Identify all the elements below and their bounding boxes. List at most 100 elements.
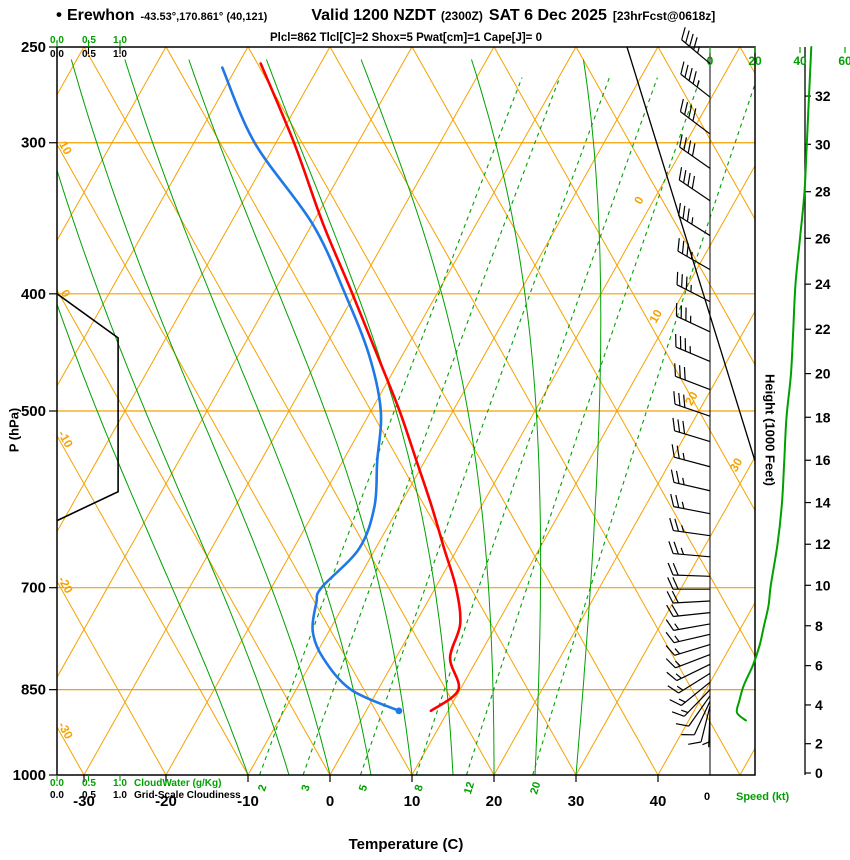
moist-adiabat-line (575, 59, 602, 775)
svg-text:8: 8 (413, 783, 426, 792)
svg-text:-30: -30 (73, 793, 95, 810)
svg-text:3: 3 (300, 783, 313, 792)
moist-adiabat-line (124, 59, 372, 775)
forecast-run-info: [23hrFcst@0618z] (612, 9, 716, 23)
cloudiness-scale-bottom-05: 0.5 (82, 790, 96, 801)
svg-text:28: 28 (815, 184, 831, 200)
cloudwater-scale-0: 0.0 (50, 35, 64, 46)
cloudiness-profile (57, 293, 119, 522)
svg-text:0: 0 (58, 287, 74, 300)
valid-time: Valid 1200 NZDT (311, 7, 436, 24)
mixing-ratio-line (259, 77, 523, 775)
svg-text:24: 24 (815, 276, 831, 292)
wind-speed-profile (735, 46, 813, 722)
valid-date: SAT 6 Dec 2025 (488, 7, 607, 24)
svg-text:-10: -10 (55, 428, 76, 450)
station-name: Erewhon (66, 7, 135, 24)
moist-adiabat-line (70, 59, 331, 775)
svg-text:400: 400 (21, 286, 46, 303)
svg-text:30: 30 (727, 455, 746, 474)
svg-text:0: 0 (707, 54, 714, 68)
moist-adiabat-line (188, 59, 413, 775)
svg-text:20: 20 (486, 793, 503, 810)
station-coordinates: -43.53°,170.861° (40,121) (140, 11, 268, 23)
svg-text:40: 40 (650, 793, 667, 810)
cloudiness-axis-label: Grid-Scale Cloudiness (134, 790, 241, 801)
svg-text:14: 14 (815, 495, 831, 511)
moist-adiabat-line (57, 302, 249, 775)
svg-text:16: 16 (815, 452, 831, 468)
svg-text:10: 10 (56, 139, 75, 158)
moist-adiabat-line (57, 168, 290, 775)
valid-time-utc: (2300Z) (440, 9, 483, 23)
moist-adiabat-line (471, 59, 542, 775)
svg-text:12: 12 (815, 536, 831, 552)
svg-text:10: 10 (404, 793, 421, 810)
temperature-curve (259, 62, 462, 713)
wind-barbs (665, 27, 711, 748)
svg-text:60: 60 (838, 54, 850, 68)
cloudwater-scale-bottom-1: 1.0 (113, 778, 127, 789)
svg-text:26: 26 (815, 230, 831, 246)
mixing-ratio-line (359, 77, 610, 775)
svg-text:700: 700 (21, 580, 46, 597)
svg-text:0: 0 (815, 765, 823, 781)
moist-adiabat-line (265, 59, 454, 775)
svg-text:32: 32 (815, 88, 831, 104)
svg-text:-30: -30 (55, 719, 76, 741)
svg-text:5: 5 (357, 783, 370, 792)
pressure-axis-title: P (hPa) (6, 407, 22, 453)
mixing-ratio-line (302, 77, 561, 775)
svg-text:20: 20 (682, 389, 701, 408)
surface-dewpoint-dot (395, 707, 403, 715)
svg-text:4: 4 (815, 697, 823, 713)
title-bar: • Erewhon -43.53°,170.861° (40,121) Vali… (56, 5, 715, 25)
svg-text:30: 30 (815, 136, 831, 152)
cloudiness-scale-1: 1.0 (113, 49, 127, 60)
svg-text:8: 8 (815, 618, 823, 634)
svg-text:6: 6 (815, 658, 823, 674)
svg-text:1000: 1000 (13, 767, 46, 784)
svg-text:-20: -20 (55, 574, 76, 596)
svg-text:300: 300 (21, 135, 46, 152)
cloudwater-scale-bottom-0: 0.0 (50, 778, 64, 789)
svg-text:0: 0 (631, 194, 647, 207)
svg-text:2: 2 (815, 736, 823, 752)
temperature-axis-title: Temperature (C) (348, 836, 464, 853)
height-axis-title: Height (1000 Feet) (762, 374, 778, 486)
svg-text:500: 500 (21, 403, 46, 420)
dewpoint-curve (221, 66, 401, 713)
svg-text:0: 0 (326, 793, 334, 810)
mixing-ratio-line (532, 82, 755, 775)
background-grid (57, 47, 755, 775)
cloudiness-scale-bottom-0: 0.0 (50, 790, 64, 801)
cloudwater-scale-1: 1.0 (113, 35, 127, 46)
svg-text:850: 850 (21, 682, 46, 699)
station-bullet-icon: • (56, 5, 62, 24)
cloudwater-scale-bottom-05: 0.5 (82, 778, 96, 789)
cloudiness-scale-0: 0.0 (50, 49, 64, 60)
moist-adiabat-line (360, 59, 495, 775)
svg-text:20: 20 (528, 781, 543, 796)
cloudiness-scale-bottom-1: 1.0 (113, 790, 127, 801)
cloudwater-scale-05: 0.5 (82, 35, 96, 46)
svg-text:10: 10 (646, 307, 665, 326)
svg-text:10: 10 (815, 577, 831, 593)
cloudwater-axis-label: CloudWater (g/Kg) (134, 778, 222, 789)
sounding-parameters: Plcl=862 Tlcl[C]=2 Shox=5 Pwat[cm]=1 Cap… (270, 32, 542, 44)
svg-text:12: 12 (462, 781, 477, 796)
svg-text:20: 20 (748, 54, 762, 68)
svg-text:18: 18 (815, 409, 831, 425)
svg-text:-10: -10 (237, 793, 259, 810)
svg-text:-20: -20 (155, 793, 177, 810)
cloudiness-scale-05: 0.5 (82, 49, 96, 60)
svg-text:250: 250 (21, 39, 46, 56)
mixing-ratio-line (465, 77, 702, 775)
sounding-curves (221, 62, 462, 715)
svg-text:20: 20 (815, 366, 831, 382)
speed-axis-title: Speed (kt) (736, 791, 790, 803)
svg-text:22: 22 (815, 321, 831, 337)
